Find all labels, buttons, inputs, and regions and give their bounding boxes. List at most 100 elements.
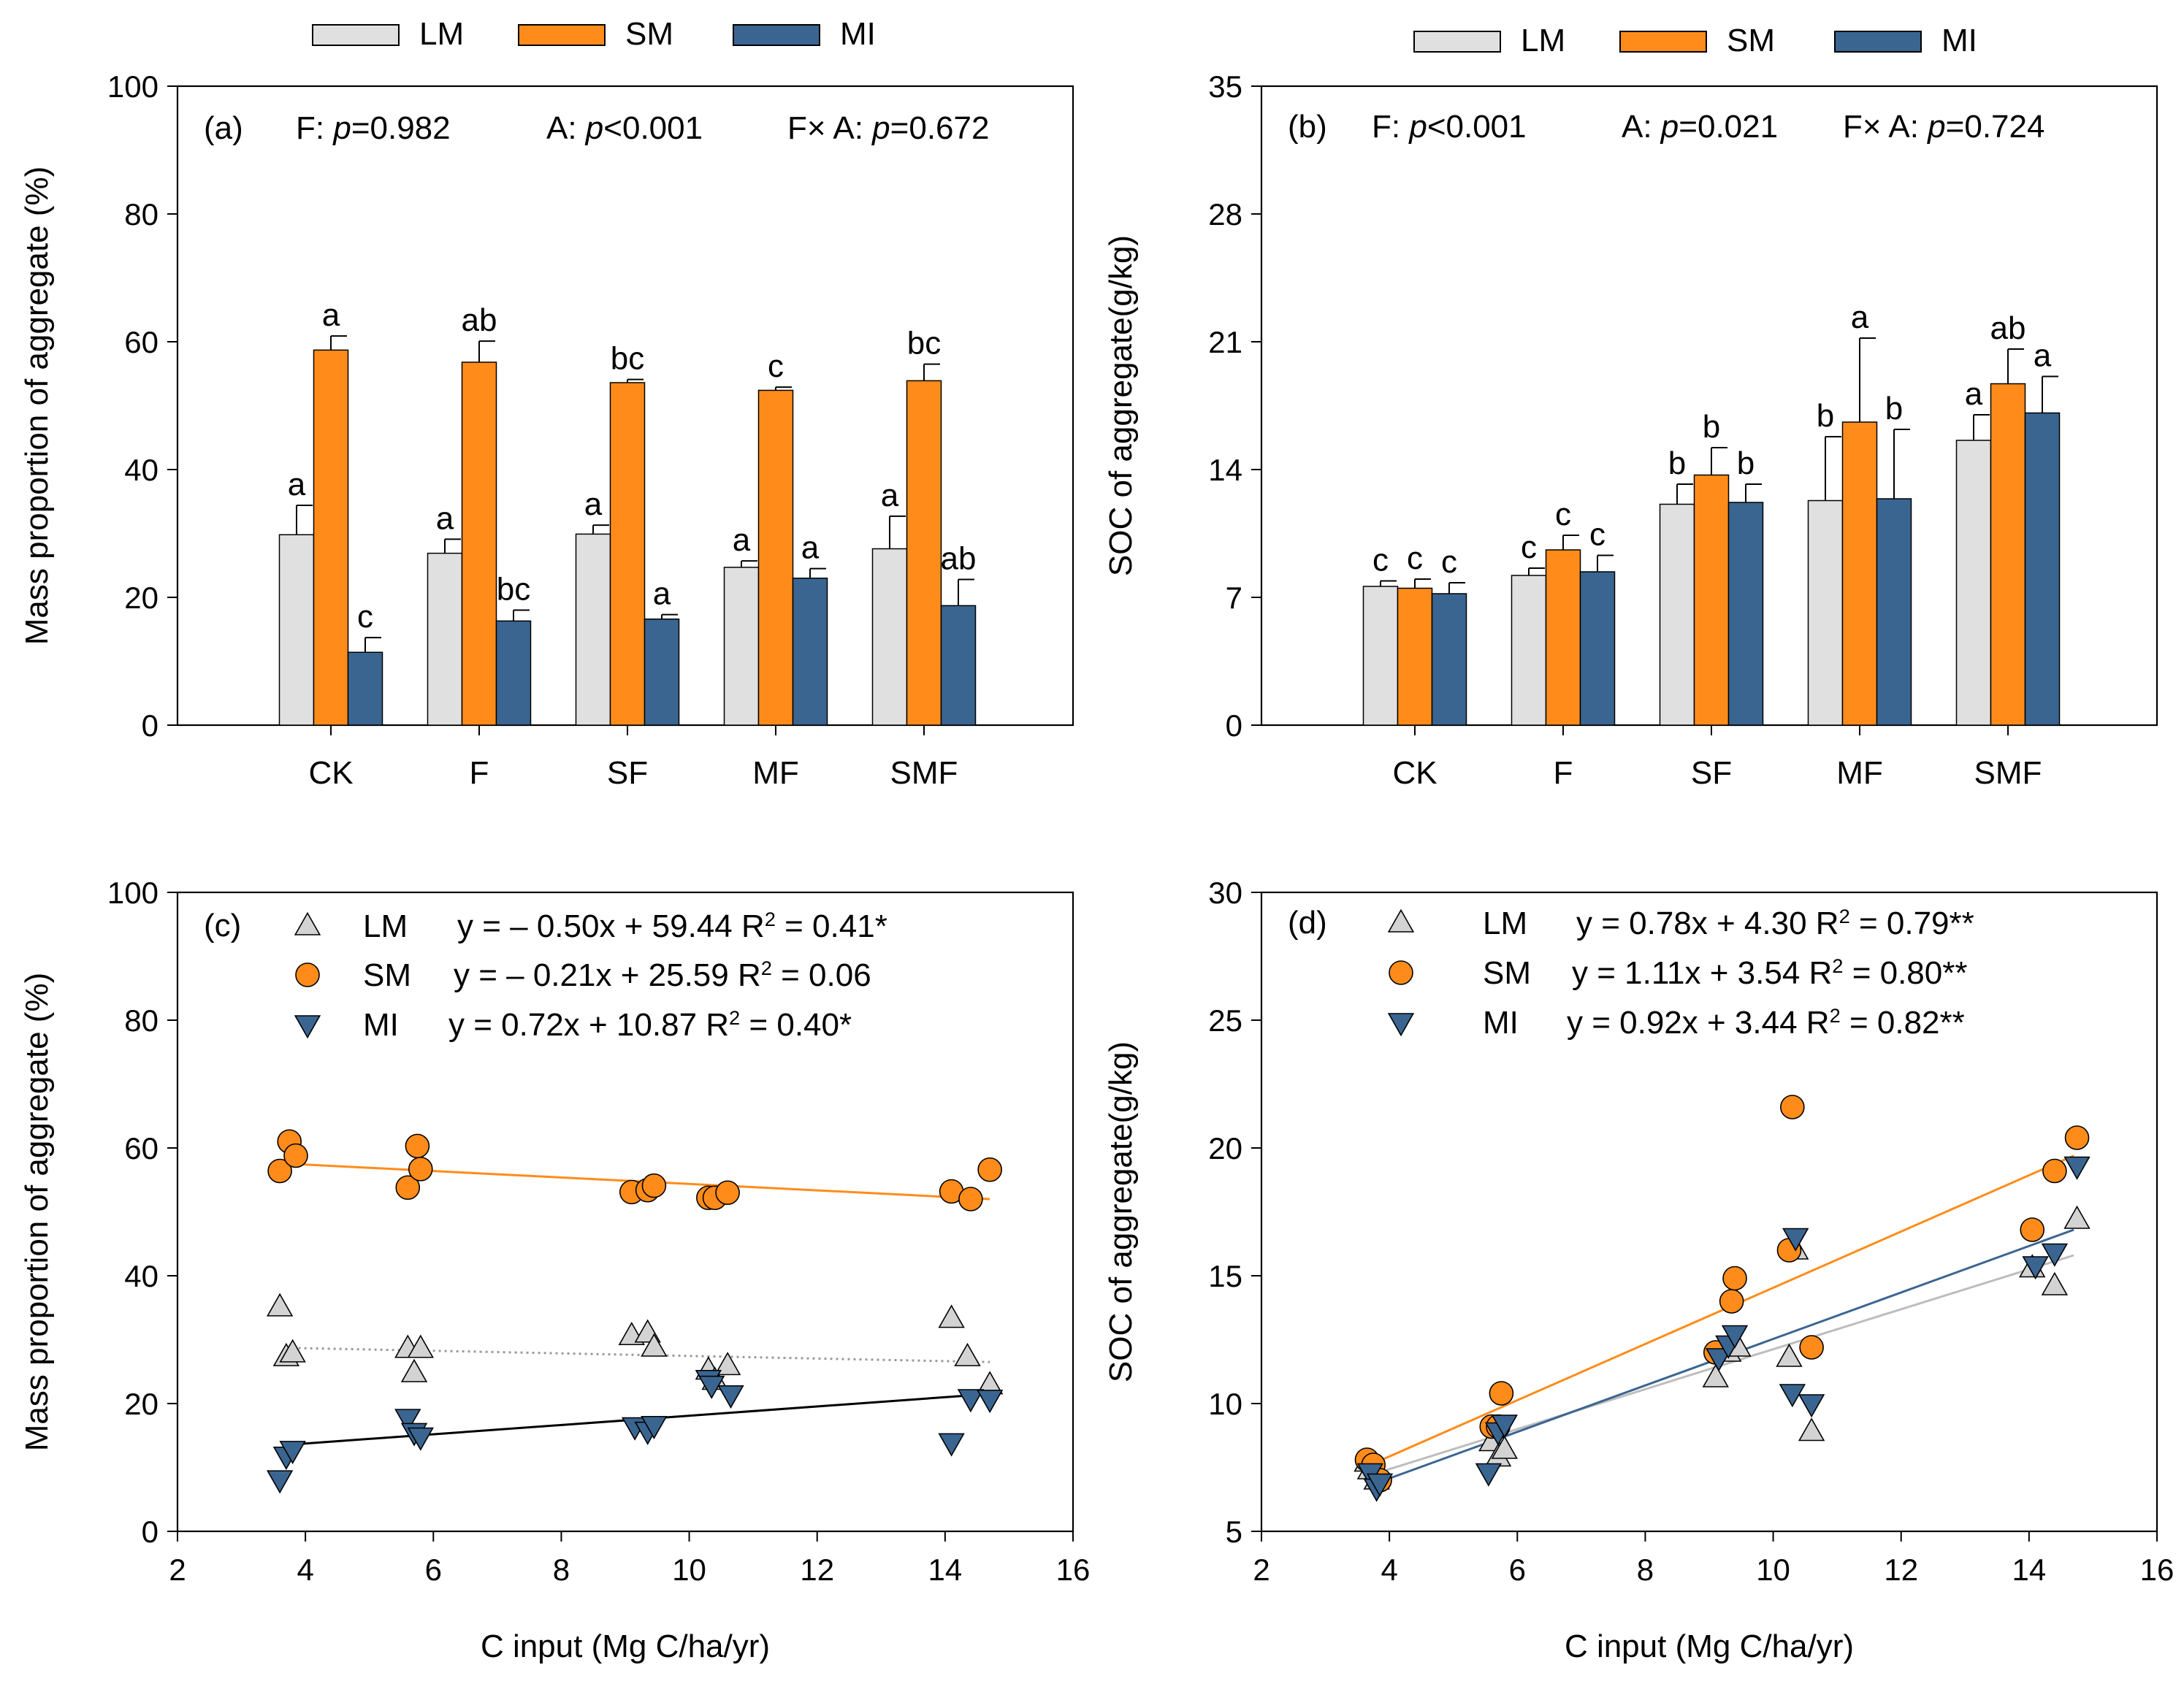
x-tick-label: 8	[1637, 1553, 1654, 1587]
point-mi	[1491, 1415, 1518, 1439]
legend-label-sm: SM	[1727, 23, 1775, 58]
x-tick-label-f: F	[1554, 755, 1573, 791]
point-lm	[407, 1334, 434, 1358]
point-sm	[1489, 1381, 1514, 1406]
significance-letter: c	[1555, 497, 1571, 532]
significance-letter: c	[1372, 543, 1389, 578]
x-tick-label: 4	[297, 1553, 313, 1587]
significance-letter: b	[1885, 391, 1903, 426]
significance-letter: a	[288, 467, 306, 502]
point-lm	[938, 1304, 965, 1328]
point-lm	[641, 1333, 668, 1357]
x-tick-label: 12	[800, 1553, 834, 1587]
point-mi	[1721, 1325, 1749, 1349]
point-mi	[1798, 1394, 1825, 1418]
point-mi	[279, 1441, 306, 1465]
x-tick-label: 10	[1756, 1553, 1790, 1587]
significance-letter: a	[436, 500, 454, 536]
bar-mi-f	[1579, 571, 1616, 726]
y-tick-label: 100	[107, 876, 159, 910]
legend-label-lm: LM	[363, 908, 408, 944]
bar-sm-mf	[757, 389, 794, 726]
bar-mi-smf	[2024, 412, 2061, 726]
point-mi	[407, 1427, 434, 1451]
x-tick-label-mf: MF	[752, 755, 799, 791]
point-sm	[267, 1158, 292, 1184]
panel-label: (d)	[1288, 905, 1327, 941]
bar-sm-ck	[313, 349, 349, 726]
point-sm	[405, 1133, 430, 1159]
x-tick-label: 2	[1253, 1553, 1269, 1587]
y-axis-title: Mass proportion of aggregate (%)	[19, 166, 55, 645]
y-tick-label: 0	[1226, 708, 1242, 743]
point-sm	[977, 1157, 1002, 1182]
y-tick-label: 15	[1208, 1259, 1242, 1293]
bar-sm-ck	[1397, 587, 1433, 726]
x-tick-label: 16	[1056, 1553, 1091, 1587]
point-sm	[1799, 1335, 1824, 1360]
significance-letter: c	[1521, 529, 1537, 565]
stats-fa: F× A: p=0.724	[1843, 109, 2044, 145]
legend-top-right: LM SM MI	[1413, 23, 1977, 58]
significance-letter: a	[1965, 376, 1983, 412]
point-sm	[2064, 1125, 2090, 1150]
x-tick-label: 8	[553, 1553, 570, 1587]
point-mi	[394, 1409, 421, 1433]
legend-label-lm: LM	[419, 16, 464, 52]
bar-lm-mf	[723, 567, 760, 726]
y-tick-label: 60	[124, 325, 159, 359]
bar-sm-f	[461, 361, 497, 726]
stats-a: A: p<0.001	[546, 110, 703, 146]
bar-mi-mf	[1876, 498, 1912, 726]
legend-marker-sm	[295, 962, 320, 987]
significance-letter: a	[801, 530, 820, 566]
significance-letter: ab	[1990, 310, 2026, 346]
bar-sm-mf	[1841, 421, 1878, 726]
x-tick-label: 6	[425, 1553, 442, 1587]
point-lm	[1798, 1417, 1825, 1442]
y-tick-label: 20	[124, 581, 159, 615]
stats-f: F: p=0.982	[296, 110, 451, 146]
x-tick-label-sf: SF	[607, 755, 648, 791]
y-tick-label: 35	[1208, 69, 1242, 104]
plot-frame	[176, 891, 1074, 1533]
y-tick-label: 80	[124, 197, 159, 231]
point-sm	[395, 1175, 421, 1201]
legend-marker-mi	[1387, 1013, 1415, 1037]
x-axis-title: C input (Mg C/ha/yr)	[1565, 1628, 1854, 1664]
point-sm	[958, 1187, 983, 1211]
bar-lm-sf	[575, 533, 611, 726]
y-tick-label: 0	[142, 1515, 159, 1549]
bar-mi-ck	[1431, 593, 1467, 726]
point-sm	[283, 1143, 308, 1168]
point-lm	[400, 1358, 428, 1382]
point-mi	[938, 1433, 965, 1457]
x-tick-label: 4	[1381, 1553, 1397, 1587]
panel-d-scatter-chart: 5 10 15 20 25 30 SOC of aggregate(g/kg) 2 4 6 8 10 1…	[1103, 876, 2174, 1664]
legend-marker-lm	[294, 911, 321, 935]
y-tick-label: 0	[142, 708, 159, 743]
significance-letter: c	[1441, 544, 1457, 580]
significance-letter: b	[1703, 409, 1720, 445]
y-tick-label: 40	[124, 1259, 159, 1293]
bar-mi-sf	[1727, 502, 1764, 726]
panel-label: (a)	[204, 110, 243, 146]
bar-mi-sf	[644, 619, 680, 726]
bar-lm-ck	[278, 534, 315, 726]
bar-lm-smf	[871, 548, 908, 726]
y-tick-label: 80	[124, 1003, 159, 1038]
legend-label-mi: MI	[363, 1007, 399, 1043]
legend-label-sm: SM	[625, 16, 673, 52]
legend-swatch-lm	[312, 24, 400, 46]
legend-top-left: LM SM MI	[312, 16, 876, 52]
y-tick-label: 28	[1208, 197, 1242, 231]
point-lm	[266, 1293, 294, 1317]
stats-a: A: p=0.021	[1622, 109, 1778, 145]
y-axis-title: SOC of aggregate(g/kg)	[1103, 235, 1139, 576]
y-tick-label: 40	[124, 453, 159, 487]
point-mi	[2063, 1156, 2091, 1180]
point-sm	[1719, 1289, 1744, 1314]
legend-marker-sm	[1389, 960, 1413, 985]
